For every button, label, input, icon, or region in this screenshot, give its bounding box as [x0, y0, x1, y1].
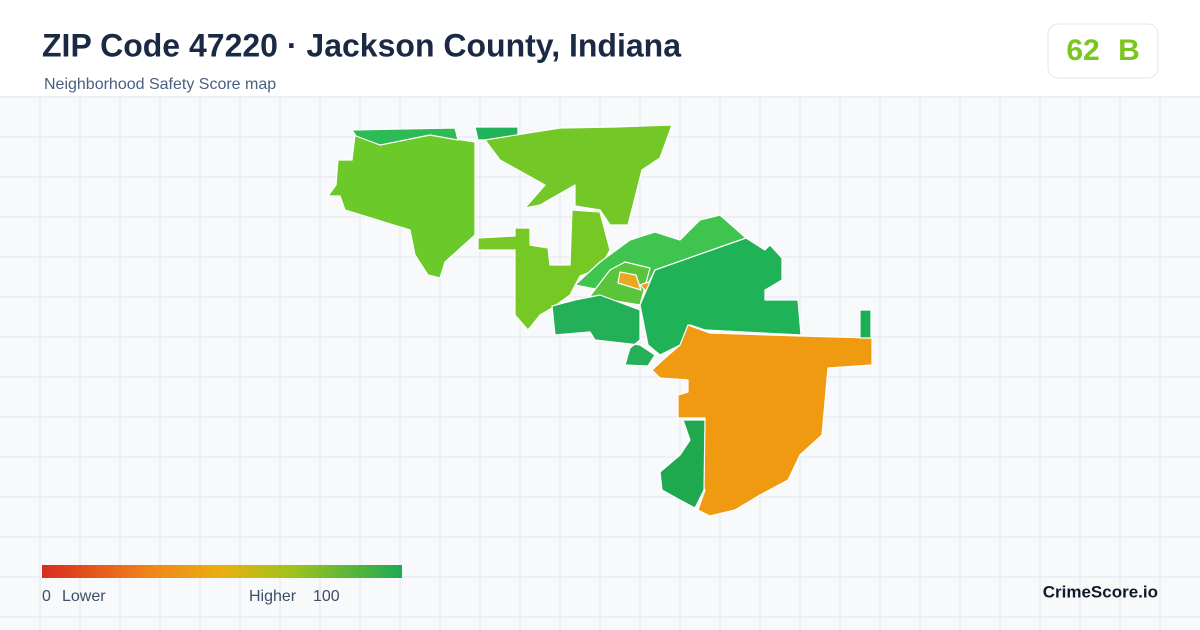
score-badge [1047, 23, 1159, 79]
region [551, 294, 656, 367]
subtitle: Neighborhood Safety Score map [44, 76, 276, 93]
region [651, 324, 873, 517]
header-bg [0, 0, 1200, 96]
brand: CrimeScore.io [1043, 582, 1158, 601]
grid [0, 96, 1200, 630]
legend-max: 100 [313, 588, 340, 605]
region [617, 271, 642, 291]
title: ZIP Code 47220 · Jackson County, Indiana [42, 27, 681, 63]
region [639, 237, 802, 356]
region [484, 124, 673, 226]
legend-max-label: Higher [249, 588, 297, 605]
legend-bar [42, 565, 402, 578]
legend-min: 0 [42, 588, 51, 605]
region [659, 419, 706, 509]
score-grade: B [1118, 34, 1140, 67]
region [477, 209, 611, 331]
region [351, 127, 459, 146]
score-value: 62 [1066, 34, 1099, 67]
map-regions [327, 124, 873, 517]
legend-min-label: Lower [62, 588, 106, 605]
region [859, 309, 872, 339]
